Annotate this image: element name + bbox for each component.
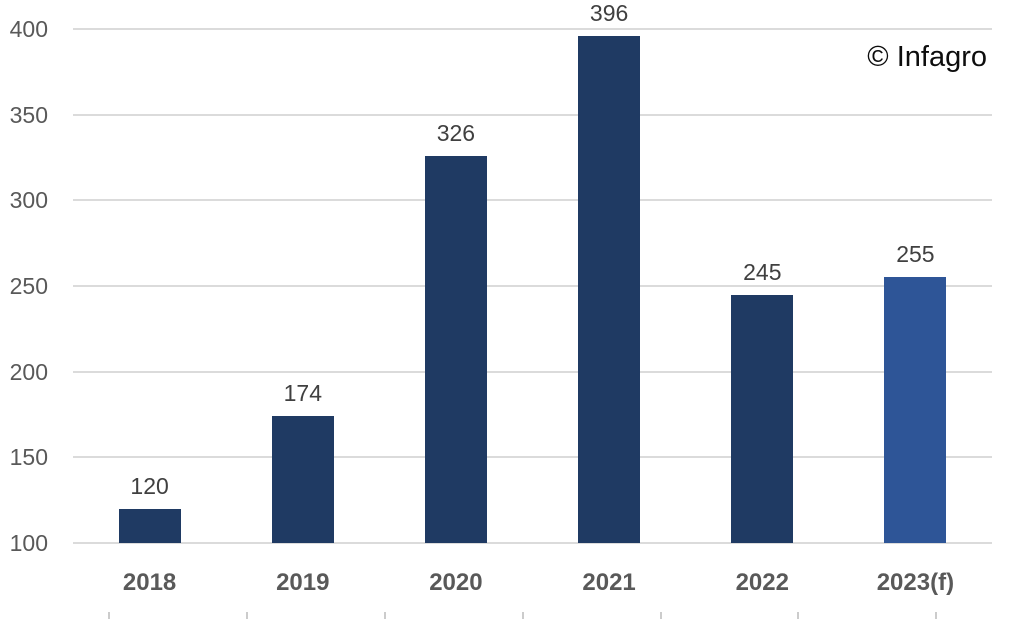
x-axis-tick-label: 2022	[735, 569, 789, 596]
gridline	[73, 542, 992, 544]
bar-2021	[578, 35, 641, 543]
bottom-axis-tick	[246, 612, 248, 619]
y-axis-tick-label: 200	[9, 358, 48, 385]
gridline	[73, 456, 992, 459]
y-axis-tick-label: 350	[9, 101, 48, 128]
gridline	[73, 370, 992, 373]
y-axis-tick-label: 250	[9, 273, 48, 299]
x-axis-tick-label: 2020	[429, 569, 483, 596]
bottom-axis-tick	[935, 612, 937, 619]
y-axis-tick-label: 400	[9, 16, 48, 42]
x-axis-tick-label: 2019	[276, 569, 330, 596]
x-axis-tick-label: 2023(f)	[876, 569, 955, 596]
y-axis-tick-label: 150	[9, 444, 48, 471]
gridline	[73, 113, 992, 116]
x-axis-tick-label: 2018	[122, 569, 177, 596]
bar-value-label: 245	[743, 258, 782, 285]
bottom-axis-tick	[522, 612, 524, 619]
gridline	[73, 28, 992, 30]
bottom-axis-tick	[660, 612, 662, 619]
bar-value-label: 174	[283, 380, 322, 407]
y-axis-tick-label: 300	[9, 187, 48, 214]
watermark-copyright: © Infagro	[867, 41, 987, 73]
bar-2019	[271, 416, 334, 543]
bottom-axis-tick	[384, 612, 386, 619]
bar-2018	[118, 508, 181, 543]
bar-value-label: 255	[896, 241, 935, 268]
bar-value-label: 120	[130, 472, 169, 499]
bar-2020	[424, 155, 487, 543]
bottom-axis-tick	[108, 612, 110, 619]
bar-2023(f)	[884, 277, 947, 543]
gridline	[73, 285, 992, 287]
bar-value-label: 326	[436, 119, 476, 146]
x-axis-tick-label: 2021	[582, 569, 636, 596]
bar-value-label: 396	[589, 0, 629, 26]
bottom-axis-tick	[797, 612, 799, 619]
y-axis-tick-label: 100	[9, 530, 48, 556]
bar-2022	[731, 294, 794, 543]
gridline	[73, 199, 992, 202]
